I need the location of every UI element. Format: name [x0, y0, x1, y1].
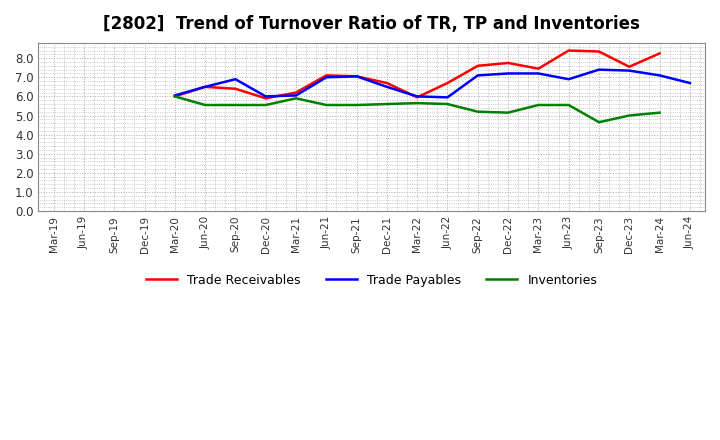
Inventories — [171, 94, 179, 99]
Trade Receivables — [261, 95, 270, 101]
Inventories — [352, 103, 361, 108]
Inventories — [322, 103, 330, 108]
Legend: Trade Receivables, Trade Payables, Inventories: Trade Receivables, Trade Payables, Inven… — [141, 269, 603, 292]
Trade Receivables — [171, 94, 179, 99]
Trade Payables — [171, 93, 179, 98]
Inventories — [564, 103, 573, 108]
Trade Receivables — [625, 64, 634, 70]
Trade Receivables — [322, 73, 330, 78]
Trade Receivables — [444, 81, 452, 86]
Trade Receivables — [595, 49, 603, 54]
Trade Payables — [564, 77, 573, 82]
Trade Payables — [352, 73, 361, 79]
Trade Payables — [201, 84, 210, 89]
Trade Receivables — [564, 48, 573, 53]
Trade Receivables — [413, 95, 421, 100]
Inventories — [231, 103, 240, 108]
Inventories — [474, 109, 482, 114]
Inventories — [504, 110, 513, 115]
Inventories — [534, 103, 543, 108]
Trade Receivables — [231, 86, 240, 92]
Trade Payables — [292, 93, 300, 98]
Inventories — [261, 103, 270, 108]
Inventories — [292, 95, 300, 101]
Trade Payables — [504, 71, 513, 76]
Trade Payables — [231, 77, 240, 82]
Inventories — [444, 101, 452, 106]
Trade Payables — [474, 73, 482, 78]
Trade Receivables — [352, 73, 361, 79]
Inventories — [201, 103, 210, 108]
Trade Payables — [534, 71, 543, 76]
Trade Payables — [685, 81, 694, 86]
Inventories — [595, 120, 603, 125]
Trade Receivables — [655, 51, 664, 56]
Trade Receivables — [382, 81, 391, 86]
Trade Payables — [655, 73, 664, 78]
Line: Trade Receivables: Trade Receivables — [175, 51, 660, 98]
Trade Receivables — [292, 90, 300, 95]
Inventories — [413, 100, 421, 106]
Trade Payables — [595, 67, 603, 72]
Title: [2802]  Trend of Turnover Ratio of TR, TP and Inventories: [2802] Trend of Turnover Ratio of TR, TP… — [103, 15, 640, 33]
Line: Trade Payables: Trade Payables — [175, 70, 690, 97]
Trade Receivables — [201, 84, 210, 89]
Trade Receivables — [474, 63, 482, 69]
Trade Receivables — [504, 60, 513, 66]
Line: Inventories: Inventories — [175, 96, 660, 122]
Trade Payables — [444, 95, 452, 100]
Trade Payables — [382, 84, 391, 89]
Trade Payables — [322, 75, 330, 80]
Inventories — [382, 101, 391, 106]
Trade Payables — [625, 68, 634, 73]
Trade Payables — [261, 94, 270, 99]
Inventories — [625, 113, 634, 118]
Inventories — [655, 110, 664, 115]
Trade Receivables — [534, 66, 543, 71]
Trade Payables — [413, 94, 421, 99]
